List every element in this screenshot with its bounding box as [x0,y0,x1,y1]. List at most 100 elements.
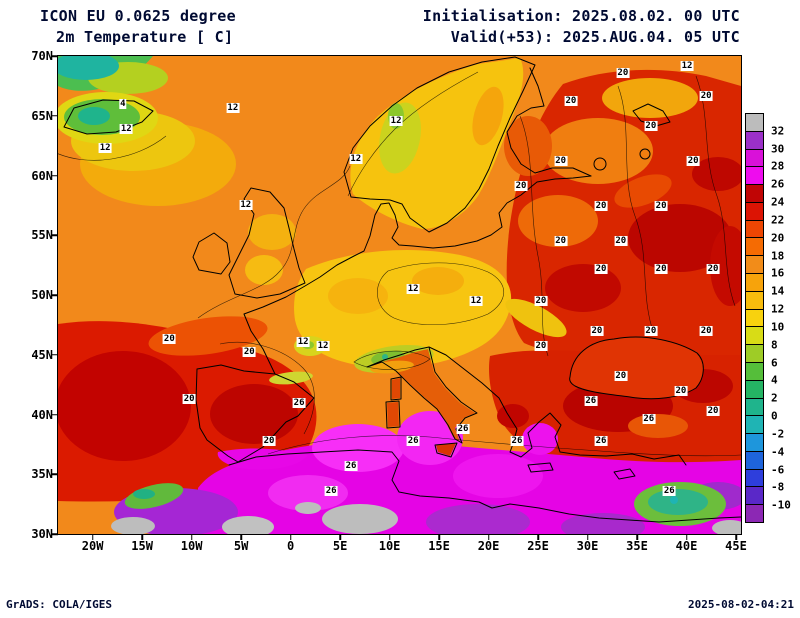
colorbar-segment [746,380,763,399]
colorbar-segment [746,238,763,257]
colorbar-segment [746,487,763,506]
colorbar-label: 16 [771,266,785,280]
colorbar-label: 10 [771,320,785,334]
colorbar-segment [746,202,763,221]
lat-tick [52,354,58,356]
lon-tick [537,534,539,540]
lon-tick-label: 20W [81,539,104,553]
lon-tick [91,534,94,540]
lat-tick-label: 55N [31,228,53,243]
colorbar-segment [746,114,763,132]
lon-tick [735,534,737,540]
lon-tick-label: 15W [131,539,153,553]
lon-tick [190,534,193,540]
model-title: ICON EU 0.0625 degree [40,7,236,25]
colorbar-segment [746,505,763,522]
colorbar-label: 24 [771,195,785,209]
lon-tick [487,534,490,540]
colorbar-label: 20 [771,231,785,245]
colorbar-segment [746,220,763,239]
temperature-field-map [58,56,741,534]
lon-tick [636,534,638,540]
lon-tick [586,534,589,540]
lon-tick-label: 20E [477,539,500,553]
lon-tick [388,534,391,540]
grads-credit: GrADS: COLA/IGES [6,598,112,611]
lat-tick-label: 35N [31,467,53,482]
lat-tick-label: 45N [31,347,53,362]
temperature-field [58,56,741,534]
colorbar-label: -4 [771,445,785,459]
colorbar-label: -10 [771,498,791,512]
colorbar-label: 6 [771,356,778,370]
colorbar-label: 8 [771,338,778,352]
lat-tick-label: 60N [31,168,53,183]
lon-tick-label: 25E [527,539,549,553]
colorbar-label: 28 [771,159,785,173]
colorbar-label: 4 [771,373,778,387]
colorbar-label: 12 [771,302,785,316]
lon-tick [289,534,292,540]
colorbar-label: 32 [771,124,785,138]
lon-tick-label: 10E [378,539,401,553]
colorbar-label: -2 [771,427,785,441]
creation-timestamp: 2025-08-02-04:21 [688,598,794,611]
lat-tick-label: 40N [31,407,53,422]
colorbar-segment [746,416,763,435]
colorbar-segment [746,345,763,363]
colorbar-segment [746,309,763,328]
lat-tick [52,533,58,535]
map-area: 4 12 12 12 12 12 12 12 12 12 12 12 20 20 20 20 26 26 26 26 2… [31,49,747,553]
lat-tick [52,234,58,236]
lon-tick-label: 15E [428,539,450,553]
colorbar-label: 0 [771,409,778,423]
coastlines [63,56,741,523]
colorbar-segment [746,185,763,203]
colorbar-label: 18 [771,249,785,263]
lon-tick-label: 40E [675,539,698,553]
lat-tick-label: 30N [31,527,53,541]
lat-tick [52,473,58,475]
lon-tick-label: 5W [233,539,249,553]
lon-tick [240,534,242,540]
colorbar-segment [746,398,763,417]
colorbar-label: 22 [771,213,785,227]
lat-tick [52,55,58,57]
init-time-label: Initialisation: 2025.08.02. 00 UTC [422,7,740,25]
lat-tick-label: 65N [31,108,53,123]
colorbar-label: 2 [771,391,778,405]
lat-tick [52,174,58,177]
field-title: 2m Temperature [ C] [56,28,234,46]
colorbar: 32 30 28 26 24 22 20 18 16 14 12 10 8 6 4 2 0 -2 -4 -6 -8 -10 [745,113,791,523]
valid-time-label: Valid(+53): 2025.AUG.04. 05 UTC [450,28,740,46]
lon-tick [685,534,688,540]
lon-tick-label: 35E [626,539,648,553]
colorbar-label: 26 [771,177,785,191]
colorbar-label: 14 [771,284,785,298]
lat-tick-label: 70N [31,49,53,63]
lon-tick-label: 30E [576,539,599,553]
colorbar-label: -6 [771,463,785,477]
colorbar-segment [746,451,763,470]
colorbar-segment [746,167,763,186]
colorbar-label: -8 [771,480,785,494]
colorbar-segment [746,256,763,275]
colorbar-segment [746,149,763,168]
lon-tick-label: 5E [332,539,348,553]
lat-tick [52,413,58,416]
lat-tick-label: 50N [31,288,53,302]
colorbar-label: 30 [771,142,785,156]
colorbar-segment [746,469,763,488]
lon-tick [339,534,341,540]
lon-tick-label: 45E [725,539,747,553]
colorbar-segment [746,327,763,346]
lat-tick [52,294,58,296]
lat-tick [52,115,58,117]
colorbar-segment [746,362,763,381]
lon-tick-label: 10W [180,539,203,553]
colorbar-segment [746,434,763,452]
lon-tick-label: 0 [286,539,295,553]
lon-tick [438,534,440,540]
colorbar-segment [746,274,763,292]
